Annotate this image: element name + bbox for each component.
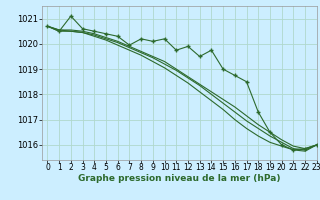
X-axis label: Graphe pression niveau de la mer (hPa): Graphe pression niveau de la mer (hPa) — [78, 174, 280, 183]
